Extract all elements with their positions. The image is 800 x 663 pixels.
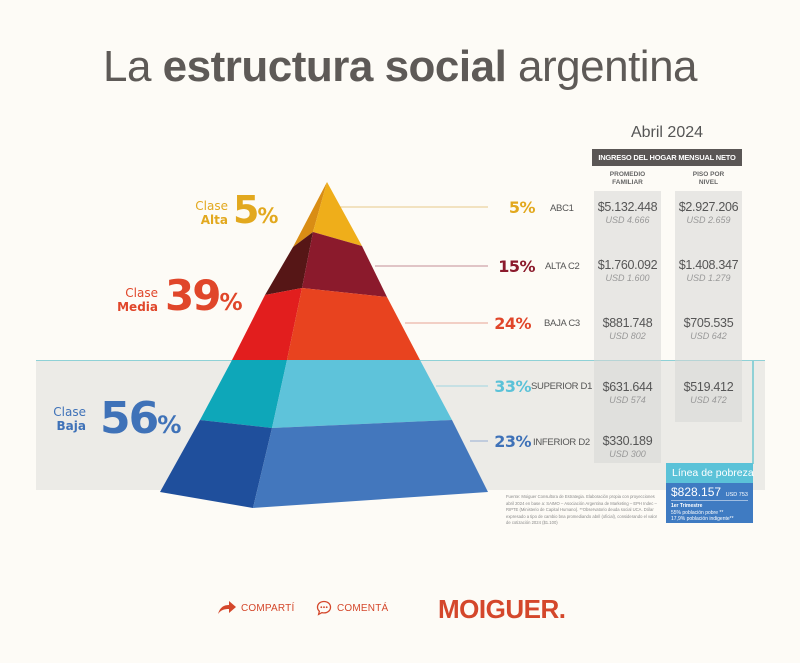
piso-d1: $519.412 USD 472 [675, 380, 742, 405]
comment-label: COMENTÁ [337, 602, 389, 614]
title-suffix: argentina [506, 42, 698, 91]
source-footnote: Fuente: Moiguer Consultora de Estrategia… [506, 494, 658, 525]
segment-d2-name: INFERIOR D2 [533, 437, 590, 448]
poverty-usd: USD 753 [725, 492, 748, 498]
comment-bubble-icon [316, 600, 332, 616]
class-alta-pct: 5% [233, 188, 278, 232]
poverty-body: $828.157 USD 753 1er Trimestre 55% pobla… [666, 483, 753, 523]
segment-d1-pct: 33% [494, 377, 531, 396]
col-piso-line1: PISO POR [692, 171, 725, 178]
class-alta-bold: Alta [200, 213, 228, 227]
poverty-period: 1er Trimestre [671, 503, 703, 509]
usd-value: USD 802 [609, 331, 646, 341]
col-piso-header: PISO POR NIVEL [675, 171, 742, 187]
poverty-amount-row: $828.157 USD 753 [671, 485, 748, 501]
promedio-d2: $330.189 USD 300 [594, 434, 661, 459]
segment-c3-name: BAJA C3 [544, 318, 580, 329]
class-alta-small: Clase [195, 199, 228, 213]
class-baja-label: Clase Baja [36, 405, 86, 433]
promedio-c3: $881.748 USD 802 [594, 316, 661, 341]
share-button[interactable]: COMPARTÍ [218, 601, 294, 615]
usd-value: USD 1.600 [605, 273, 650, 283]
segment-c2-name: ALTA C2 [545, 261, 580, 272]
piso-c3: $705.535 USD 642 [675, 316, 742, 341]
col-promedio-background [594, 191, 661, 463]
table-header: INGRESO DEL HOGAR MENSUAL NETO [592, 149, 742, 166]
poverty-line-box: Línea de pobreza $828.157 USD 753 1er Tr… [666, 463, 754, 523]
ars-value: $1.408.347 [678, 258, 739, 272]
segment-c2-pct: 15% [498, 257, 535, 276]
class-media-pct: 39% [165, 271, 243, 320]
col-promedio-line2: FAMILIAR [612, 179, 643, 186]
poverty-indigente: 17,9% población indigente** [671, 516, 734, 522]
comment-button[interactable]: COMENTÁ [316, 600, 388, 616]
pyramid-c2-right [302, 232, 387, 297]
title-prefix: La [102, 42, 163, 91]
share-label: COMPARTÍ [241, 602, 295, 614]
promedio-d1: $631.644 USD 574 [594, 380, 661, 405]
class-alta-pct-value: 5 [233, 188, 259, 232]
poverty-pobre: 55% población pobre ** [671, 509, 724, 516]
class-media-label: Clase Media [100, 286, 158, 314]
class-media-bold: Media [117, 300, 158, 314]
piso-abc1: $2.927.206 USD 2.659 [675, 200, 742, 225]
class-baja-pct: 56% [100, 393, 181, 444]
pyramid-abc1-left [293, 182, 327, 247]
segment-abc1-pct: 5% [508, 198, 536, 217]
piso-c2: $1.408.347 USD 1.279 [675, 258, 742, 283]
promedio-c2: $1.760.092 USD 1.600 [594, 258, 661, 283]
usd-value: USD 472 [690, 395, 727, 405]
usd-value: USD 642 [690, 331, 727, 341]
ars-value: $5.132.448 [597, 200, 658, 214]
lower-class-band-edge [752, 360, 754, 464]
percent-sign: % [157, 411, 182, 439]
segment-abc1-name: ABC1 [550, 203, 574, 214]
usd-value: USD 2.659 [686, 215, 731, 225]
ars-value: $881.748 [602, 316, 653, 330]
class-baja-small: Clase [53, 405, 86, 419]
class-baja-pct-value: 56 [100, 393, 159, 444]
segment-d1-name: SUPERIOR D1 [531, 381, 593, 392]
col-piso-background [675, 191, 742, 422]
pyramid-c2-left [265, 232, 313, 295]
class-media-pct-value: 39 [165, 271, 221, 320]
col-promedio-header: PROMEDIO FAMILIAR [594, 171, 661, 187]
brand-logo[interactable]: MOIGUER. [438, 594, 566, 624]
table-date: Abril 2024 [630, 124, 704, 141]
class-baja-bold: Baja [56, 419, 86, 433]
segment-c3-pct: 24% [494, 314, 531, 333]
segment-d2-pct: 23% [494, 432, 531, 451]
pyramid-c3-right [287, 288, 420, 360]
pyramid-abc1-right [313, 182, 362, 246]
usd-value: USD 300 [609, 449, 646, 459]
share-arrow-icon [218, 601, 236, 614]
title-bold: estructura social [162, 42, 507, 91]
ars-value: $631.644 [602, 380, 653, 394]
usd-value: USD 4.666 [605, 215, 650, 225]
ars-value: $1.760.092 [597, 258, 658, 272]
usd-value: USD 1.279 [686, 273, 731, 283]
ars-value: $2.927.206 [678, 200, 739, 214]
ars-value: $330.189 [602, 434, 653, 448]
ars-value: $519.412 [683, 380, 734, 394]
percent-sign: % [257, 204, 279, 228]
col-piso-line2: NIVEL [698, 179, 719, 186]
promedio-abc1: $5.132.448 USD 4.666 [594, 200, 661, 225]
percent-sign: % [219, 290, 243, 316]
poverty-amount: $828.157 [671, 485, 722, 499]
class-alta-label: Clase Alta [180, 199, 228, 227]
poverty-title: Línea de pobreza [666, 463, 754, 483]
ars-value: $705.535 [683, 316, 734, 330]
page-title: La estructura social argentina [0, 42, 800, 92]
class-media-small: Clase [125, 286, 158, 300]
col-promedio-line1: PROMEDIO [609, 171, 646, 178]
usd-value: USD 574 [609, 395, 646, 405]
